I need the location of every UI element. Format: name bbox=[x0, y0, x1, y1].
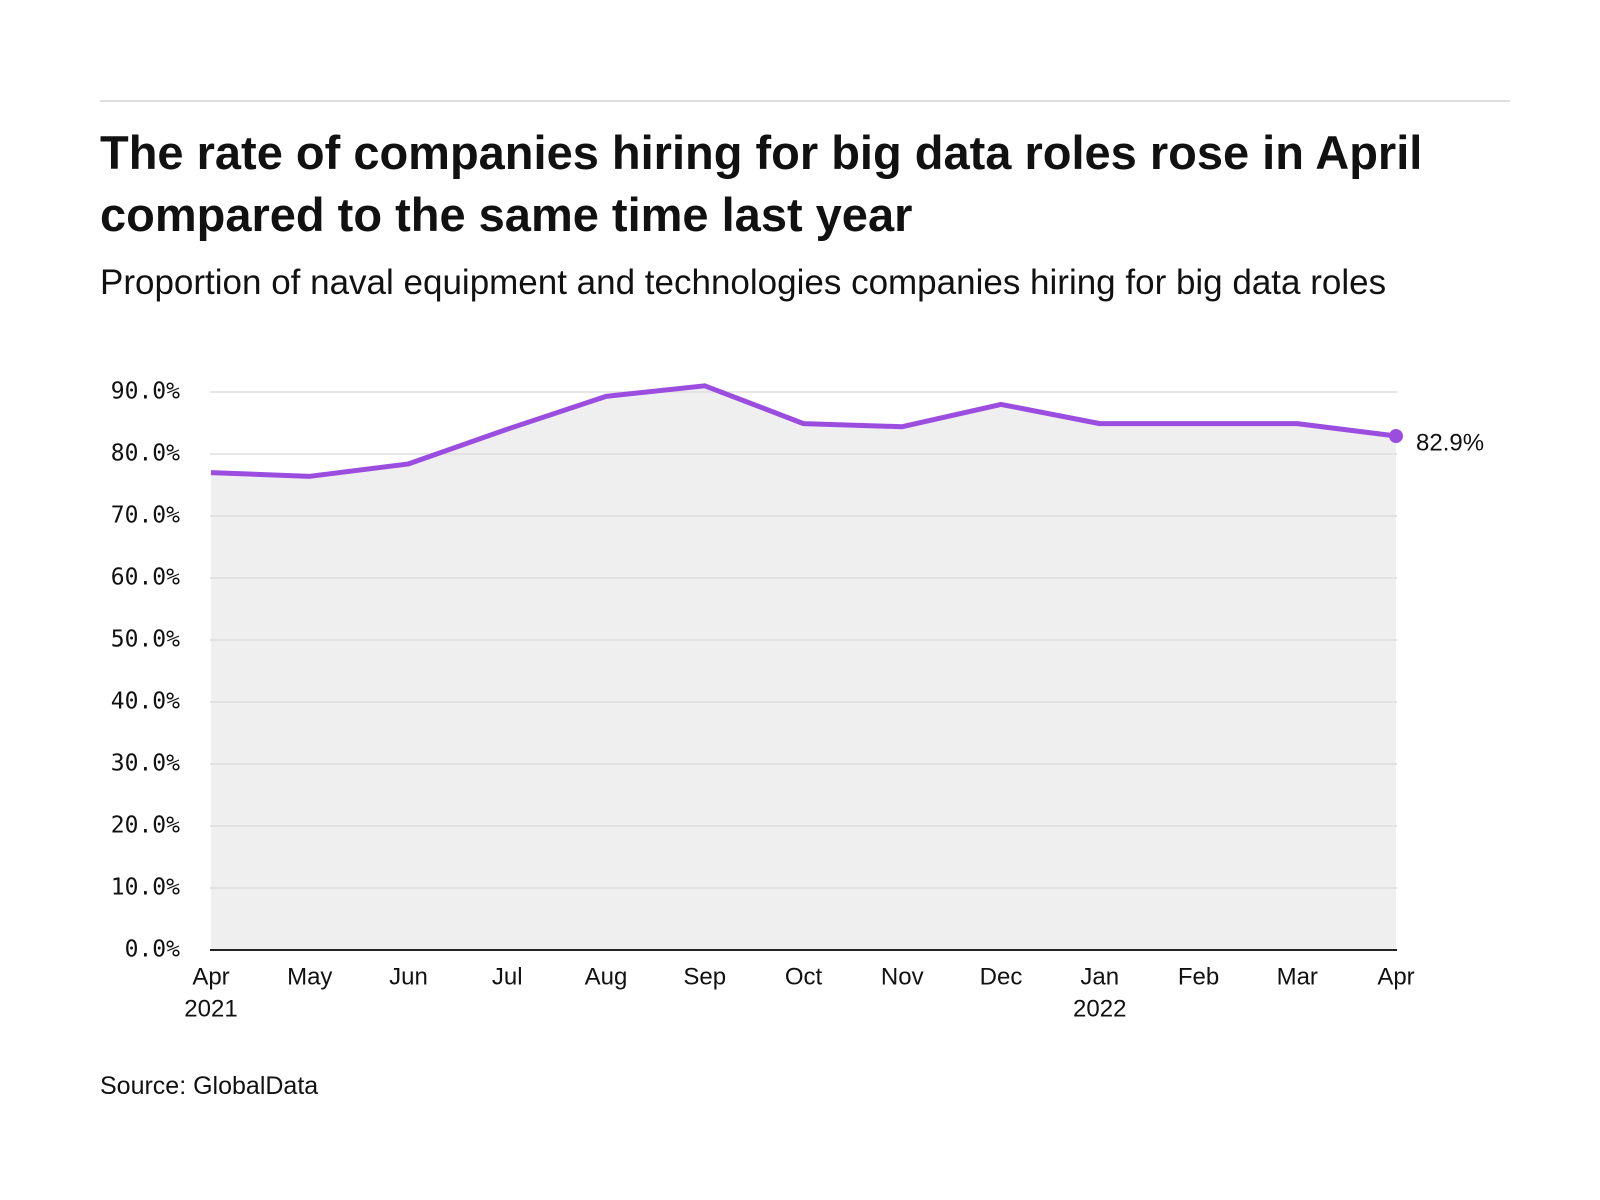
chart-subtitle: Proportion of naval equipment and techno… bbox=[100, 263, 1387, 302]
x-tick-label: Nov bbox=[881, 963, 924, 990]
chart-title: The rate of companies hiring for big dat… bbox=[100, 126, 1423, 241]
y-tick-label: 80.0% bbox=[111, 441, 180, 467]
y-tick-label: 70.0% bbox=[111, 503, 180, 529]
x-tick-label: Apr bbox=[192, 963, 229, 990]
x-tick-label: Sep bbox=[683, 963, 726, 990]
y-tick-label: 60.0% bbox=[111, 565, 180, 591]
x-tick-label: Feb bbox=[1178, 963, 1219, 990]
y-tick-label: 20.0% bbox=[111, 813, 180, 839]
y-tick-label: 90.0% bbox=[111, 379, 180, 405]
line bbox=[210, 383, 1397, 479]
x-tick-label: Jan bbox=[1080, 963, 1119, 990]
end-point bbox=[1389, 429, 1403, 444]
area bbox=[211, 385, 1396, 950]
x-tick-year: 2022 bbox=[1073, 995, 1126, 1022]
y-tick-label: 40.0% bbox=[111, 689, 180, 715]
y-tick-label: 10.0% bbox=[111, 875, 180, 901]
source: Source: GlobalData bbox=[100, 1072, 319, 1100]
x-tick-label: Oct bbox=[785, 963, 823, 990]
top-rule bbox=[100, 100, 1510, 102]
x-tick-year: 2021 bbox=[184, 995, 237, 1022]
y-tick-label: 50.0% bbox=[111, 627, 180, 653]
x-tick-label: Jun bbox=[389, 963, 428, 990]
data-label: 82.9% bbox=[1416, 429, 1484, 456]
x-tick-label: Dec bbox=[980, 963, 1023, 990]
x-tick-label: May bbox=[287, 963, 332, 990]
x-tick-label: Apr bbox=[1377, 963, 1414, 990]
y-tick-label: 0.0% bbox=[125, 937, 181, 963]
x-tick-label: Mar bbox=[1277, 963, 1318, 990]
x-tick-label: Jul bbox=[492, 963, 523, 990]
y-tick-label: 30.0% bbox=[111, 751, 180, 777]
x-tick-label: Aug bbox=[585, 963, 628, 990]
